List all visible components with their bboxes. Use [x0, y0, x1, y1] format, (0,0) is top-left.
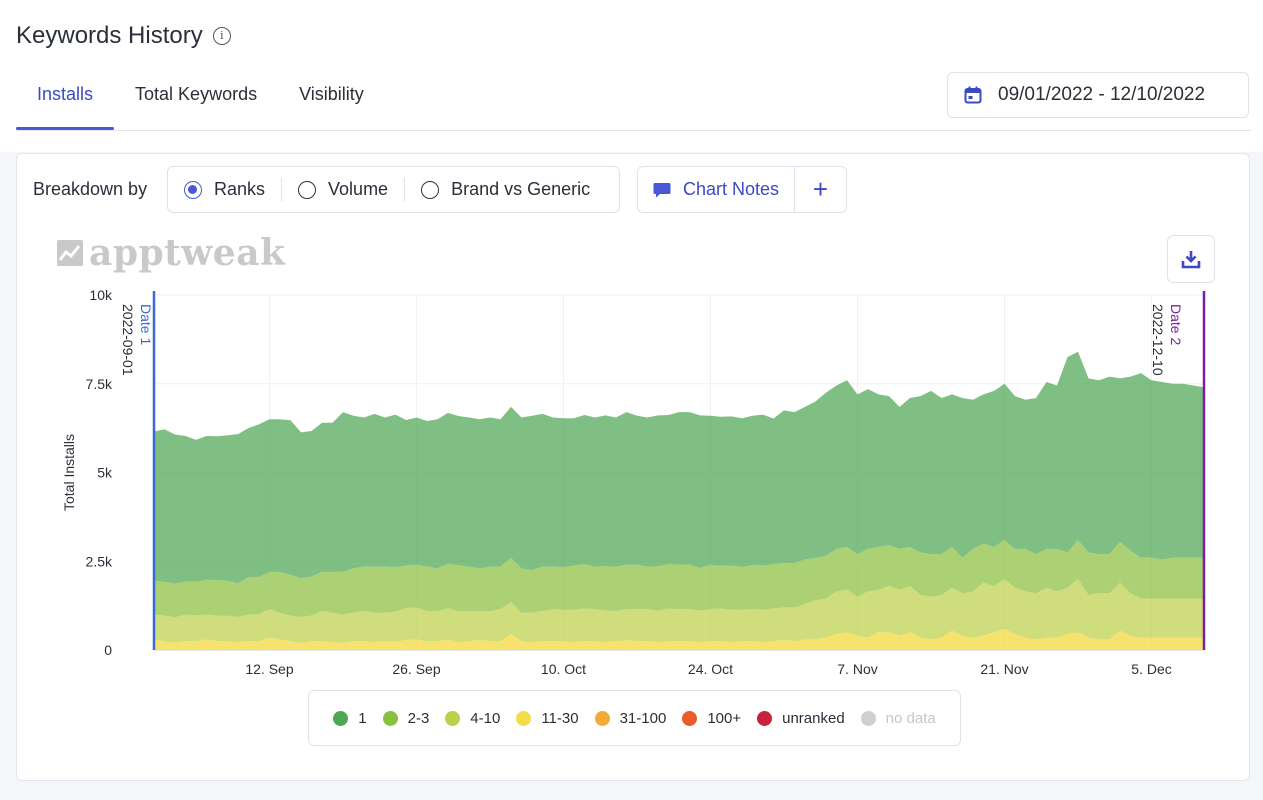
- legend-dot: [594, 710, 610, 726]
- legend-dot: [382, 710, 398, 726]
- area-series-1: [154, 351, 1204, 584]
- legend-label: 11-30: [541, 709, 579, 727]
- breakdown-label: Breakdown by: [33, 179, 148, 199]
- logo-chart-icon: [57, 240, 83, 266]
- y-tick-label: 10k: [89, 287, 113, 303]
- radio-brand-indicator[interactable]: [421, 180, 440, 199]
- radio-volume-indicator[interactable]: [298, 180, 317, 199]
- y-tick-label: 7.5k: [86, 376, 113, 392]
- apptweak-logo: apptweak: [57, 232, 285, 274]
- x-tick-label: 26. Sep: [392, 661, 440, 677]
- legend-item-4-10[interactable]: 4-10: [445, 710, 500, 727]
- legend-item-1[interactable]: 1: [333, 709, 367, 727]
- legend-item-31-100[interactable]: 31-100: [594, 709, 667, 727]
- radio-ranks-indicator[interactable]: [184, 180, 202, 199]
- chart-notes-button[interactable]: Chart Notes: [638, 167, 796, 212]
- plot-band-date-1: 2022-09-01: [120, 304, 136, 376]
- calendar-icon: [964, 86, 982, 104]
- plot-band-label-2: Date 2: [1168, 304, 1184, 345]
- y-tick-label: 2.5k: [86, 553, 113, 569]
- legend-dot: [860, 710, 876, 726]
- area-series-11-30: [154, 628, 1204, 650]
- x-tick-label: 12. Sep: [245, 661, 293, 677]
- legend-label: 31-100: [619, 709, 667, 727]
- tab-total-keywords[interactable]: Total Keywords: [135, 84, 258, 104]
- date-range-text: 09/01/2022 - 12/10/2022: [998, 84, 1206, 105]
- radio-brand-vs-generic[interactable]: Brand vs Generic: [404, 177, 606, 202]
- tab-visibility[interactable]: Visibility: [299, 84, 364, 104]
- legend-dot: [445, 710, 461, 726]
- x-tick-label: 10. Oct: [541, 661, 586, 677]
- legend-item-no-data[interactable]: no data: [860, 709, 936, 727]
- plot-band-label-1: Date 1: [138, 304, 154, 345]
- legend-dot: [516, 710, 532, 726]
- radio-ranks-label: Ranks: [214, 179, 266, 199]
- radio-volume[interactable]: Volume: [281, 177, 404, 202]
- comment-icon: [653, 182, 671, 197]
- page-title: Keywords History i: [16, 22, 231, 50]
- download-button[interactable]: [1167, 235, 1215, 283]
- download-icon: [1181, 251, 1201, 269]
- y-axis-title: Total Installs: [61, 434, 77, 511]
- tab-installs[interactable]: Installs: [16, 70, 115, 130]
- x-tick-label: 7. Nov: [837, 661, 877, 677]
- legend-label: 1: [358, 709, 367, 727]
- y-tick-label: 5k: [97, 465, 113, 481]
- x-tick-label: 24. Oct: [688, 661, 733, 677]
- add-note-button[interactable]: +: [812, 174, 829, 204]
- radio-volume-label: Volume: [328, 179, 389, 199]
- legend-dot: [682, 710, 698, 726]
- breakdown-radio-group: Ranks Volume Brand vs Generic: [167, 166, 620, 213]
- tab-divider: [16, 130, 1251, 131]
- legend-dot: [333, 710, 349, 726]
- radio-ranks[interactable]: Ranks: [168, 178, 281, 202]
- legend-item-11-30[interactable]: 11-30: [516, 709, 579, 727]
- legend-item-unranked[interactable]: unranked: [757, 710, 845, 727]
- chart-legend: 1 2-3 4-10 11-30 31-100 100+ unranked no data: [308, 690, 961, 746]
- legend-label: 4-10: [470, 709, 501, 727]
- radio-brand-label: Brand vs Generic: [451, 179, 591, 199]
- legend-item-2-3[interactable]: 2-3: [382, 709, 430, 727]
- tab-bar: Installs Total Keywords Visibility: [16, 70, 385, 130]
- legend-label: 100+: [707, 709, 742, 727]
- legend-dot: [757, 710, 773, 726]
- legend-label: unranked: [782, 709, 845, 727]
- info-icon[interactable]: i: [212, 27, 231, 45]
- x-tick-label: 5. Dec: [1131, 661, 1171, 677]
- area-series-4-10: [154, 579, 1204, 643]
- page-title-text: Keywords History: [16, 22, 203, 49]
- chart-notes-group: Chart Notes +: [637, 166, 847, 213]
- legend-label: no data: [885, 709, 936, 727]
- header-area: Keywords History i Installs Total Keywor…: [0, 0, 1263, 152]
- chart-notes-label: Chart Notes: [683, 179, 780, 199]
- chart-card: Breakdown by Ranks Volume Brand vs Gener…: [16, 153, 1250, 781]
- x-tick-label: 21. Nov: [980, 661, 1028, 677]
- area-series-2-3: [154, 539, 1204, 618]
- legend-label: 2-3: [407, 709, 430, 727]
- plot-band-date-2: 2022-12-10: [1150, 304, 1166, 376]
- logo-text: apptweak: [89, 232, 286, 274]
- legend-item-100-[interactable]: 100+: [682, 710, 741, 727]
- date-range-picker[interactable]: 09/01/2022 - 12/10/2022: [947, 72, 1249, 118]
- y-tick-label: 0: [104, 642, 112, 658]
